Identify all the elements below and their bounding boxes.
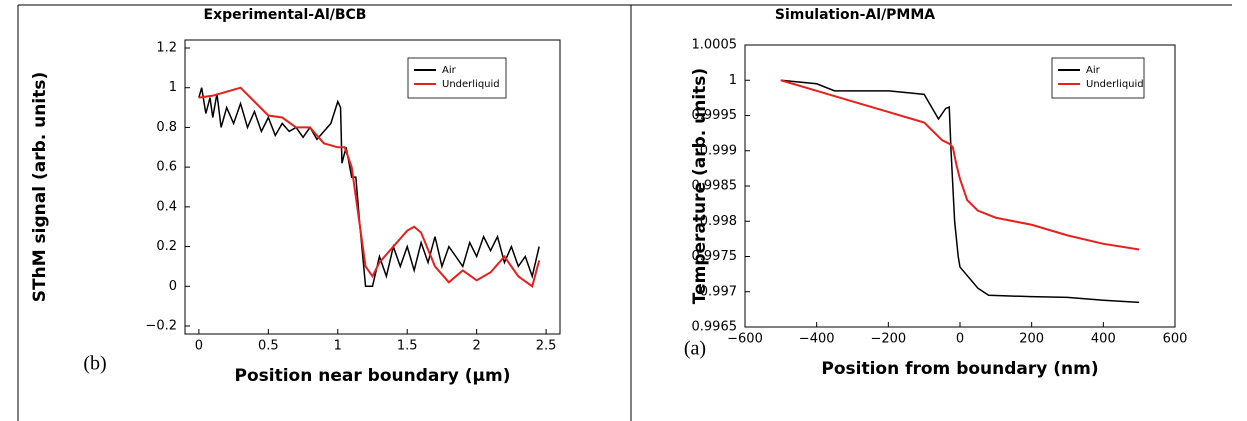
x-tick-label: 0 (956, 332, 964, 347)
x-tick-label: −600 (727, 332, 763, 347)
data-line (780, 79, 1140, 251)
x-tick-label: 2.5 (536, 339, 557, 354)
legend-box (1051, 57, 1145, 99)
y-tick-label: 0.998 (700, 214, 737, 229)
x-tick-label: 200 (1019, 332, 1044, 347)
x-tick-label: 0 (195, 339, 203, 354)
legend-box (407, 57, 507, 99)
y-tick-label: 0.997 (700, 284, 737, 299)
chart-title: Experimental-Al/BCB (204, 7, 367, 23)
x-tick-label: 1 (334, 339, 342, 354)
x-axis-label: Position from boundary (nm) (821, 359, 1098, 379)
y-tick-label: −0.2 (145, 319, 177, 334)
x-tick-label: −200 (870, 332, 906, 347)
x-tick-label: 0.5 (258, 339, 279, 354)
y-tick-label: 1.2 (156, 41, 177, 56)
y-tick-label: 1 (169, 80, 177, 95)
legend-label: Underliquid (442, 79, 500, 90)
x-tick-label: 2 (473, 339, 481, 354)
y-tick-label: 0.8 (156, 120, 177, 135)
y-tick-label: 1.0005 (692, 38, 738, 53)
y-tick-label: 0.2 (156, 239, 177, 254)
data-line (198, 87, 540, 288)
y-tick-label: 0.999 (700, 143, 737, 158)
y-tick-label: 0.6 (156, 160, 177, 175)
y-tick-label: 0.9985 (692, 179, 738, 194)
data-line (780, 79, 1140, 304)
legend-label: Underliquid (1086, 79, 1144, 90)
panel-label: (a) (684, 338, 706, 360)
y-axis-label: SThM signal (arb. units) (30, 72, 50, 302)
y-tick-label: 0.4 (156, 199, 177, 214)
x-tick-label: −400 (799, 332, 835, 347)
y-tick-label: 1 (729, 73, 737, 88)
chart-title: Simulation-Al/PMMA (775, 7, 935, 23)
plot-frame (184, 39, 561, 335)
data-line (198, 86, 541, 288)
panel-label: (b) (83, 353, 106, 375)
legend-label: Air (442, 65, 457, 76)
y-tick-label: 0.9975 (692, 249, 738, 264)
x-tick-label: 600 (1163, 332, 1188, 347)
y-tick-label: 0 (169, 279, 177, 294)
x-tick-label: 400 (1091, 332, 1116, 347)
x-tick-label: 1.5 (397, 339, 418, 354)
y-tick-label: 0.9965 (692, 320, 738, 335)
y-tick-label: 0.9995 (692, 108, 738, 123)
legend-label: Air (1086, 65, 1101, 76)
x-axis-label: Position near boundary (μm) (235, 366, 511, 386)
y-axis-label: Temperature (arb. units) (690, 68, 710, 304)
